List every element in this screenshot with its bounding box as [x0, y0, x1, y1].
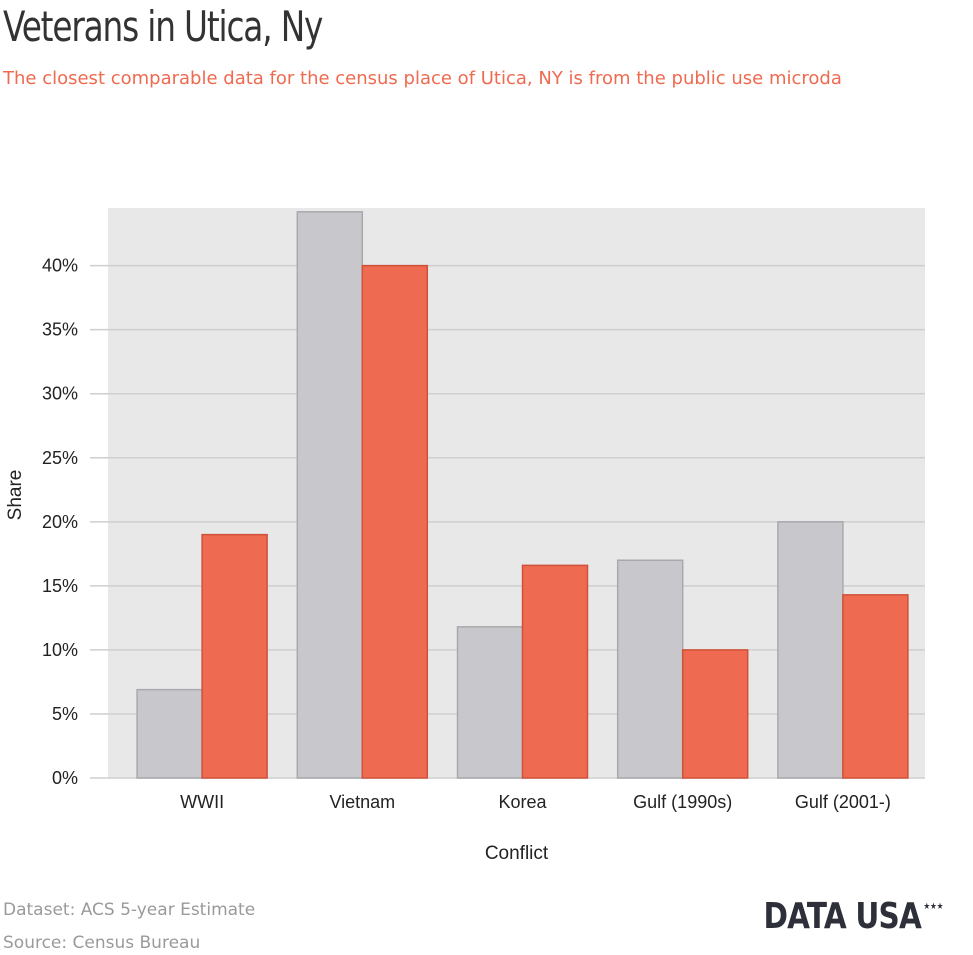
bar[interactable]	[136, 688, 203, 779]
y-tick-label: 35%	[42, 320, 78, 340]
page-subtitle: The closest comparable data for the cens…	[3, 68, 842, 89]
bar[interactable]	[296, 211, 364, 779]
bar[interactable]	[842, 594, 909, 779]
logo-text: DATA USA	[763, 896, 921, 937]
y-axis-ticks: 0% 5% 10% 15% 20% 25% 30% 35% 40%	[42, 256, 108, 788]
x-tick-label: Gulf (2001-)	[795, 792, 891, 812]
bar[interactable]	[777, 521, 844, 779]
y-tick-label: 25%	[42, 448, 78, 468]
bar[interactable]	[616, 559, 684, 779]
bar[interactable]	[201, 533, 268, 779]
y-tick-label: 20%	[42, 512, 78, 532]
y-axis-label: Share	[5, 470, 26, 521]
y-tick-label: 30%	[42, 384, 78, 404]
y-tick-label: 40%	[42, 256, 78, 276]
bar[interactable]	[361, 264, 429, 779]
x-tick-label: Vietnam	[329, 792, 395, 812]
bar[interactable]	[456, 626, 524, 779]
page-title: Veterans in Utica, Ny	[3, 2, 323, 51]
y-tick-label: 0%	[52, 768, 78, 788]
data-usa-logo[interactable]: DATA USA ★★★	[763, 896, 943, 937]
bars	[136, 211, 909, 779]
logo-stars-icon: ★★★	[923, 902, 943, 912]
x-tick-label: Gulf (1990s)	[633, 792, 732, 812]
bar[interactable]	[521, 564, 589, 779]
bar-chart: 0% 5% 10% 15% 20% 25% 30% 35% 40% WWII Vietnam Kor…	[5, 208, 925, 864]
source-note: Source: Census Bureau	[3, 933, 201, 953]
dataset-note: Dataset: ACS 5-year Estimate	[3, 900, 256, 920]
x-tick-label: Korea	[498, 792, 547, 812]
bar[interactable]	[681, 649, 749, 779]
y-tick-label: 5%	[52, 704, 78, 724]
y-tick-label: 15%	[42, 576, 78, 596]
y-tick-label: 10%	[42, 640, 78, 660]
x-tick-label: WWII	[180, 792, 224, 812]
x-axis-label: Conflict	[485, 843, 549, 864]
x-axis-ticks: WWII Vietnam Korea Gulf (1990s) Gulf (2001-)	[180, 792, 891, 812]
